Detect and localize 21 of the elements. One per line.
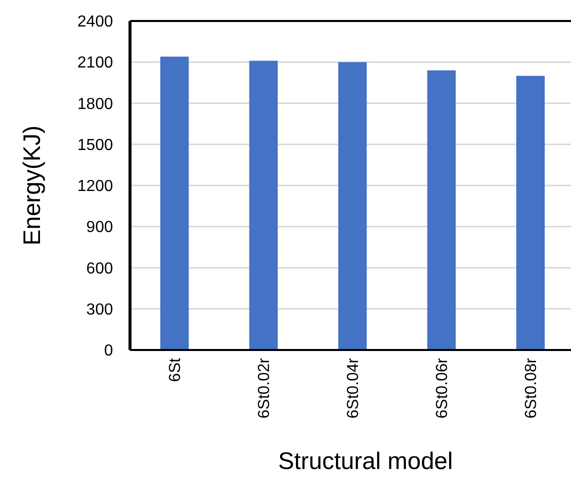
y-tick-label: 1500 xyxy=(77,136,114,154)
x-tick-label: 6St0.08r xyxy=(523,357,540,418)
y-tick-label: 1200 xyxy=(77,178,114,196)
y-tick-label: 2100 xyxy=(77,54,114,72)
x-tick-label: 6St0.06r xyxy=(434,357,452,418)
bar xyxy=(427,70,456,350)
x-tick-label: 6St0.04r xyxy=(345,357,362,418)
y-tick-label: 1800 xyxy=(77,96,114,113)
bar xyxy=(516,76,545,350)
x-axis-title: Structural model xyxy=(278,448,453,475)
y-tick-label: 600 xyxy=(86,260,114,278)
y-axis-title: Energy(KJ) xyxy=(19,125,46,246)
y-tick-label: 900 xyxy=(86,219,114,236)
x-tick-label: 6St0.02r xyxy=(256,357,274,418)
y-tick-label: 0 xyxy=(104,342,114,360)
x-tick-label: 6St xyxy=(167,357,184,382)
bar xyxy=(160,56,189,350)
bar xyxy=(338,62,367,350)
bar xyxy=(249,60,278,350)
y-tick-label: 300 xyxy=(86,301,114,318)
y-tick-label: 2400 xyxy=(77,14,114,31)
